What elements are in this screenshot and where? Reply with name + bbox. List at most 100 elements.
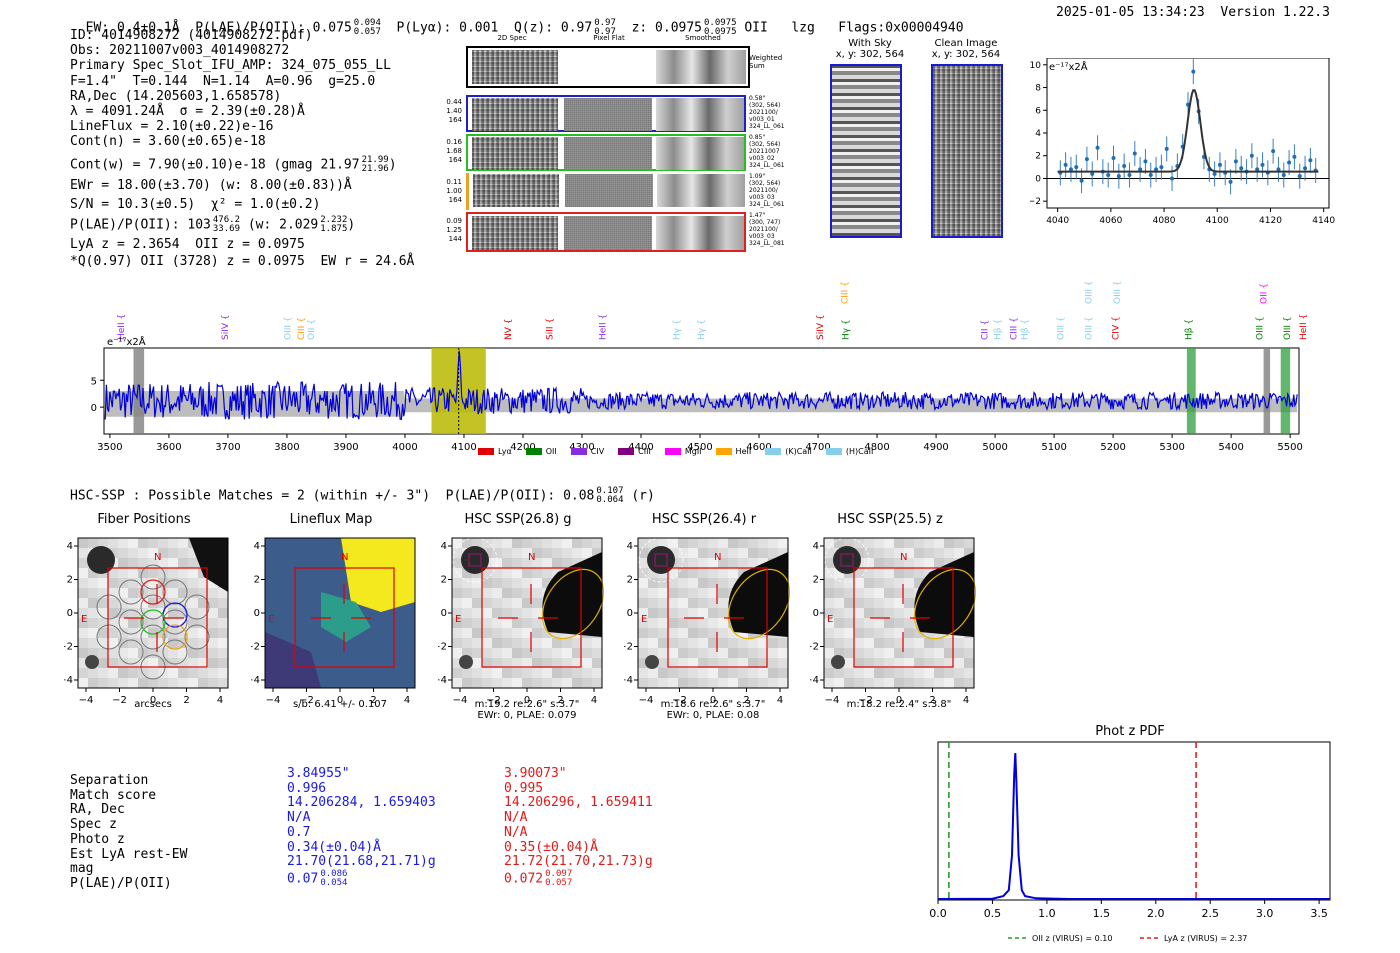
panel-pixel (924, 548, 934, 558)
panel-pixel (854, 538, 864, 548)
panel-pixel (778, 678, 788, 688)
panel-pixel (698, 598, 708, 608)
match-plae: 0.07 (287, 871, 319, 887)
zoom-point (1308, 158, 1313, 163)
panel-pixel (78, 628, 88, 638)
zoom-point (1292, 154, 1297, 159)
line-label: CIII { (297, 317, 307, 340)
panel-pixel (668, 618, 678, 628)
panel-pixel (178, 668, 188, 678)
zoom-point (1233, 159, 1238, 164)
panel-pixel (522, 538, 532, 548)
panel-pixel (914, 628, 924, 638)
panel-pixel (964, 648, 974, 658)
panel-pixel (874, 538, 884, 548)
panel-pixel (78, 668, 88, 678)
header-plae-hi: 0.094 (353, 18, 381, 28)
panel-pixel (542, 548, 552, 558)
panel-pixel (638, 628, 648, 638)
match-value: 3.90073" (504, 766, 567, 781)
panel-pixel (532, 568, 542, 578)
panel-pixel (482, 668, 492, 678)
panel-pixel (492, 648, 502, 658)
panel-pixel (844, 648, 854, 658)
weighted-2dspec-image (472, 50, 558, 84)
fiber-3-meta: 1.09" (302, 564) 2021100/v003_03 324_LL_061 (749, 173, 795, 208)
panel-pixel (894, 618, 904, 628)
panel-pixel (854, 628, 864, 638)
panel-pixel (648, 648, 658, 658)
fiber-1-values: 0.44 1.40 164 (438, 98, 462, 125)
panel-pixel (78, 638, 88, 648)
panel-pixel (648, 638, 658, 648)
panel-pixel (778, 548, 788, 558)
panel-pixel (658, 598, 668, 608)
fiber-meta: 2021100/ (749, 187, 778, 194)
panel-pixel (904, 628, 914, 638)
panel-pixel (824, 588, 834, 598)
panel-pixel (462, 538, 472, 548)
panel-ytick-label: 2 (254, 575, 260, 586)
panel-pixel (718, 678, 728, 688)
panel-pixel (462, 568, 472, 578)
panel-pixel (728, 538, 738, 548)
panel-pixel (904, 668, 914, 678)
line-label: OIII { (1084, 282, 1094, 304)
legend-item: (H)CaII (825, 447, 874, 456)
panel-pixel (208, 638, 218, 648)
panel-pixel (648, 618, 658, 628)
panel-pixel (924, 558, 934, 568)
panel-pixel (844, 668, 854, 678)
panel-pixel (844, 618, 854, 628)
panel-pixel (502, 578, 512, 588)
zoom-point (1249, 153, 1254, 158)
panel-pixel (188, 618, 198, 628)
panel-pixel (462, 578, 472, 588)
panel-pixel (462, 628, 472, 638)
fiber-meta: 324_LL_061 (749, 201, 785, 208)
panel-pixel (178, 558, 188, 568)
panel-pixel (452, 598, 462, 608)
fiber-meta: (302, 564) (749, 141, 781, 148)
faint-source-bottomleft (459, 655, 473, 669)
fiber-2dspec-image (473, 174, 559, 207)
zoom-ytick-label: −2 (1030, 197, 1041, 207)
panel-pixel (462, 608, 472, 618)
legend-label: (H)CaII (845, 447, 874, 456)
bright-source-topleft (647, 546, 675, 574)
panel-pixel (688, 598, 698, 608)
panel-pixel (718, 568, 728, 578)
panel-pixel (98, 678, 108, 688)
panel-pixel (708, 548, 718, 558)
panel-pixel (148, 558, 158, 568)
panel-pixel (698, 668, 708, 678)
galaxy-ellipse (541, 568, 605, 640)
header-row: EW: 0.4±0.1Å P(LAE)/P(OII): 0.075 0.094 0.… (70, 4, 964, 37)
fiber-pixelflat-image (565, 174, 653, 207)
panel-pixel (452, 538, 462, 548)
panel-pixel (462, 648, 472, 658)
panel-pixel (98, 608, 108, 618)
panel-pixel (884, 558, 894, 568)
spectrum-xtick-label: 3600 (156, 442, 181, 453)
fiber-2dspec-image (472, 216, 558, 250)
panel-title: HSC SSP(26.8) g (464, 512, 572, 527)
zoom-point (1111, 156, 1116, 160)
panel-xtick-label: 0 (710, 695, 716, 706)
panel-pixel (844, 658, 854, 668)
match-label: Spec z (70, 817, 117, 833)
panel-pixel (904, 608, 914, 618)
match-value: N/A (504, 810, 528, 826)
match-value: 21.72(21.70,21.73)g (504, 854, 653, 870)
panel-pixel (648, 588, 658, 598)
panel-pixel (658, 678, 668, 688)
panel-pixel (178, 678, 188, 688)
panel-pixel (678, 678, 688, 688)
match-value: 0.35(±0.04)Å (504, 839, 598, 855)
fiber-2dspec-image (472, 137, 558, 170)
panel-pixel (824, 638, 834, 648)
spectrum-xtick-label: 4600 (746, 442, 771, 453)
panel-pixel (542, 638, 552, 648)
fiber-value: 144 (448, 235, 462, 243)
panel-pixel (884, 658, 894, 668)
